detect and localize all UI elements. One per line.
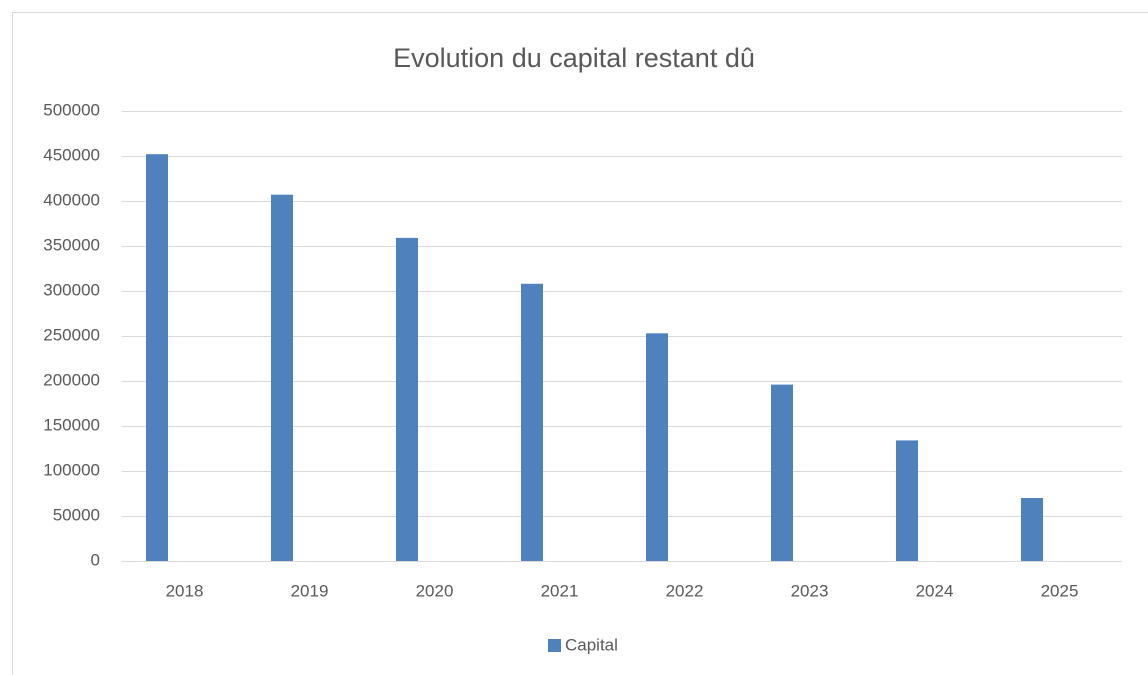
y-tick-label: 0 [91, 550, 100, 569]
y-tick-label: 200000 [43, 370, 100, 389]
chart-frame [12, 12, 1148, 675]
y-tick-label: 350000 [43, 235, 100, 254]
y-tick-label: 250000 [43, 325, 100, 344]
y-tick-label: 50000 [53, 505, 100, 524]
y-tick-label: 100000 [43, 460, 100, 479]
y-tick-label: 450000 [43, 145, 100, 164]
x-tick-label: 2021 [541, 581, 579, 600]
y-tick-label: 400000 [43, 190, 100, 209]
bar [396, 237, 418, 561]
legend-swatch [548, 639, 561, 652]
y-tick-label: 150000 [43, 415, 100, 434]
bar [146, 154, 168, 561]
legend-label: Capital [565, 635, 618, 654]
y-tick-label: 500000 [43, 100, 100, 119]
bar [271, 194, 293, 561]
y-tick-label: 300000 [43, 280, 100, 299]
bar [771, 384, 793, 561]
x-tick-label: 2020 [416, 581, 454, 600]
bar [896, 440, 918, 561]
bar [1021, 498, 1043, 561]
x-tick-label: 2025 [1041, 581, 1079, 600]
chart-title: Evolution du capital restant dû [393, 43, 755, 73]
bar [646, 333, 668, 561]
x-tick-label: 2018 [166, 581, 204, 600]
x-tick-label: 2024 [916, 581, 954, 600]
x-tick-label: 2022 [666, 581, 704, 600]
bar [521, 283, 543, 561]
x-tick-label: 2019 [291, 581, 329, 600]
x-tick-label: 2023 [791, 581, 829, 600]
